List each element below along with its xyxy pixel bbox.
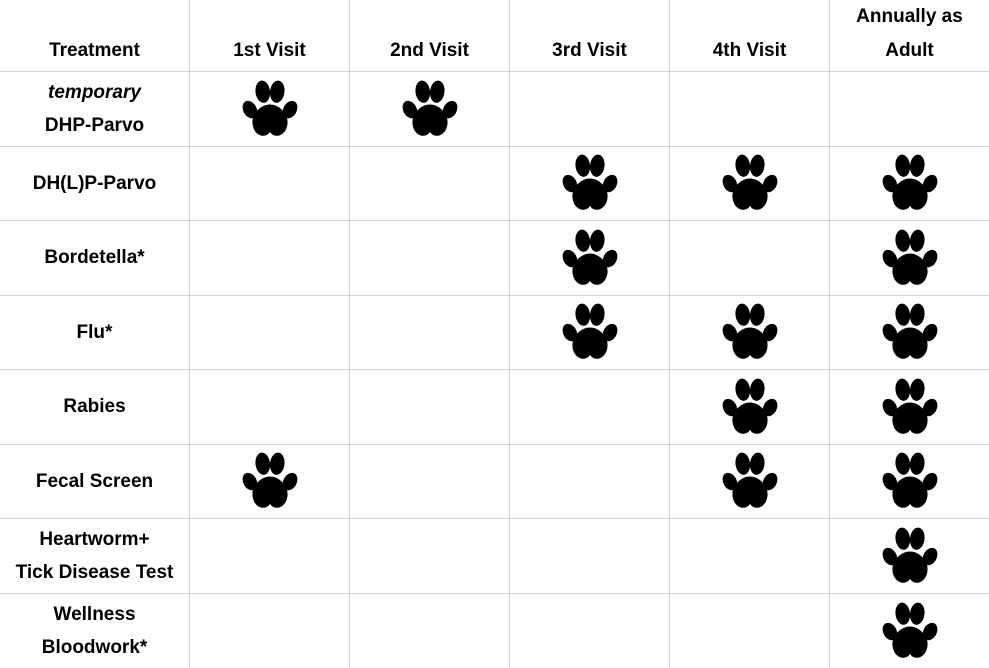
schedule-cell [510,444,670,519]
schedule-cell [670,519,830,594]
schedule-cell [830,147,989,221]
treatment-label-line: DH(L)P-Parvo [32,172,157,194]
paw-print-icon [882,452,937,509]
schedule-cell [510,593,670,668]
paw-print-icon [242,452,297,509]
column-header-annually-as-adult: Annually as Adult [830,0,989,72]
schedule-cell [190,146,350,221]
column-header-label: Annually as Adult [856,6,963,61]
schedule-cell [190,370,350,445]
column-header-label: 1st Visit [233,40,306,61]
schedule-cell [670,221,830,296]
schedule-cell [510,146,670,221]
treatment-label-line: Bordetella* [44,247,145,269]
column-header-1st-visit: 1st Visit [190,0,350,72]
schedule-cell [350,519,510,594]
schedule-cell [830,519,989,594]
schedule-cell [670,295,830,370]
treatment-flu: Flu* [0,295,190,370]
treatment-wellness-bloodwork: Wellness Bloodwork* [0,593,190,668]
paw-print-icon [882,527,937,583]
column-header-label: 3rd Visit [552,40,627,61]
paw-print-icon [882,378,937,434]
schedule-cell [190,519,350,594]
column-header-2nd-visit: 2nd Visit [350,0,510,72]
paw-print-icon [722,303,777,360]
paw-print-icon [882,602,937,658]
schedule-cell [830,594,989,668]
schedule-cell [510,295,670,370]
treatment-rabies: Rabies [0,370,190,445]
schedule-cell [190,221,350,296]
schedule-cell [830,296,989,370]
paw-print-icon [722,452,777,509]
schedule-cell [510,519,670,594]
treatment-label-line: temporary [48,81,141,103]
treatment-fecal-screen: Fecal Screen [0,444,190,519]
treatment-heartworm-tick-disease-test: Heartworm+ Tick Disease Test [0,519,190,594]
schedule-cell [830,72,989,147]
schedule-cell [830,221,989,296]
paw-print-icon [402,80,457,136]
treatment-label-line: Bloodwork* [41,636,148,658]
schedule-cell [350,593,510,668]
schedule-cell [190,444,350,519]
paw-print-icon [882,303,937,360]
paw-print-icon [562,229,617,285]
column-header-label: Treatment [49,40,140,61]
schedule-cell [350,295,510,370]
paw-print-icon [722,154,777,211]
paw-print-icon [562,154,617,211]
schedule-cell [670,72,830,147]
column-header-3rd-visit: 3rd Visit [510,0,670,72]
schedule-cell [190,295,350,370]
schedule-cell [670,593,830,668]
schedule-cell [350,444,510,519]
treatment-temporary-dhp-parvo: temporary DHP-Parvo [0,72,190,147]
schedule-cell [670,444,830,519]
schedule-cell [350,221,510,296]
schedule-cell [190,72,350,147]
schedule-cell [190,593,350,668]
schedule-cell [510,72,670,147]
treatment-label-line: Tick Disease Test [15,561,174,583]
treatment-label-line: Heartworm+ [39,528,150,550]
treatment-label-line: Flu* [76,321,113,343]
column-header-4th-visit: 4th Visit [670,0,830,72]
schedule-cell [350,146,510,221]
paw-print-icon [562,303,617,360]
schedule-cell [510,221,670,296]
schedule-cell [670,146,830,221]
treatment-label-line: Rabies [63,396,126,418]
schedule-cell [830,445,989,519]
schedule-cell [350,72,510,147]
treatment-label-line: Wellness [53,603,136,625]
paw-print-icon [882,154,937,211]
schedule-cell [830,370,989,445]
treatment-dh-l-p-parvo: DH(L)P-Parvo [0,146,190,221]
treatment-label-line: Fecal Screen [35,470,154,492]
paw-print-icon [882,229,937,285]
paw-print-icon [242,80,297,136]
column-header-label: 2nd Visit [390,40,469,61]
treatment-label-line: DHP-Parvo [44,114,145,136]
schedule-cell [670,370,830,445]
paw-print-icon [722,378,777,434]
schedule-cell [350,370,510,445]
treatment-bordetella: Bordetella* [0,221,190,296]
column-header-treatment: Treatment [0,0,190,72]
schedule-cell [510,370,670,445]
column-header-label: 4th Visit [712,40,787,61]
